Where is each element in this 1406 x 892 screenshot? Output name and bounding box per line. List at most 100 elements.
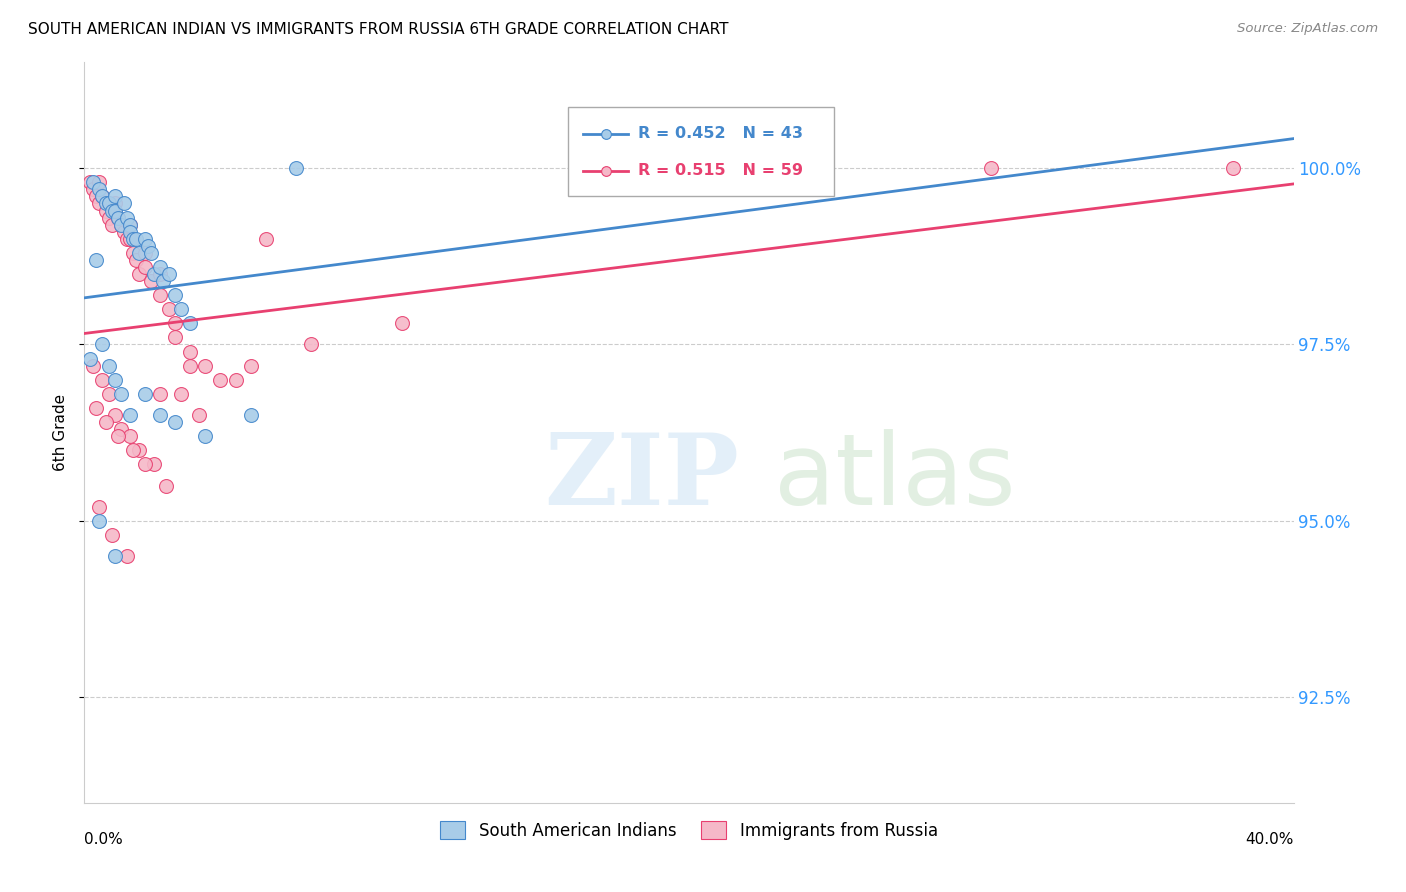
Point <box>134 245 156 260</box>
Text: R = 0.452   N = 43: R = 0.452 N = 43 <box>638 126 803 141</box>
Point <box>104 196 127 211</box>
Point <box>179 316 201 330</box>
Point <box>165 316 187 330</box>
Point <box>100 203 122 218</box>
Point <box>170 302 193 317</box>
Point <box>107 211 129 225</box>
Point <box>115 549 138 563</box>
Point <box>107 429 129 443</box>
Point <box>118 225 141 239</box>
Point <box>194 429 217 443</box>
Point <box>118 232 141 246</box>
Point <box>209 373 232 387</box>
Point <box>79 175 101 189</box>
Point <box>118 408 141 422</box>
Point <box>299 337 322 351</box>
Point <box>139 245 162 260</box>
Point <box>86 189 108 203</box>
Point <box>104 189 127 203</box>
Text: Source: ZipAtlas.com: Source: ZipAtlas.com <box>1237 22 1378 36</box>
Point <box>128 245 150 260</box>
Point <box>104 203 127 218</box>
Point <box>104 373 127 387</box>
Point <box>89 514 111 528</box>
Point <box>157 302 180 317</box>
Point <box>89 175 111 189</box>
Point <box>125 232 148 246</box>
Point <box>142 267 165 281</box>
Point <box>1222 161 1244 176</box>
Point <box>194 359 217 373</box>
Point <box>149 408 172 422</box>
Point <box>100 528 122 542</box>
Point <box>91 189 114 203</box>
Point <box>91 373 114 387</box>
Point <box>134 458 156 472</box>
Point <box>97 196 120 211</box>
Point <box>94 196 117 211</box>
Point <box>179 344 201 359</box>
Point <box>89 500 111 514</box>
Point <box>82 359 104 373</box>
Point <box>91 337 114 351</box>
Point <box>118 218 141 232</box>
Point <box>86 252 108 267</box>
Point <box>79 351 101 366</box>
Point <box>121 245 143 260</box>
Point <box>97 359 120 373</box>
Point <box>115 211 138 225</box>
Point <box>110 422 132 436</box>
Y-axis label: 6th Grade: 6th Grade <box>52 394 67 471</box>
Point <box>165 415 187 429</box>
Point <box>100 218 122 232</box>
Point <box>134 232 156 246</box>
Point <box>115 232 138 246</box>
Point <box>391 316 413 330</box>
Point <box>139 274 162 288</box>
Point <box>165 330 187 344</box>
Point <box>134 260 156 274</box>
Point <box>112 225 135 239</box>
Point <box>152 274 174 288</box>
Point <box>89 182 111 196</box>
Point <box>121 232 143 246</box>
Point <box>89 196 111 211</box>
Text: SOUTH AMERICAN INDIAN VS IMMIGRANTS FROM RUSSIA 6TH GRADE CORRELATION CHART: SOUTH AMERICAN INDIAN VS IMMIGRANTS FROM… <box>28 22 728 37</box>
Point <box>104 408 127 422</box>
Point <box>82 182 104 196</box>
Point <box>104 203 127 218</box>
Point <box>142 458 165 472</box>
Point <box>94 415 117 429</box>
Point <box>980 161 1002 176</box>
Point <box>97 387 120 401</box>
Point <box>104 549 127 563</box>
Point <box>136 239 159 253</box>
Point <box>155 478 177 492</box>
Point <box>128 267 150 281</box>
Point <box>82 175 104 189</box>
Point <box>110 218 132 232</box>
Point <box>125 252 148 267</box>
Point <box>91 189 114 203</box>
Point <box>134 387 156 401</box>
Text: atlas: atlas <box>773 428 1015 525</box>
Legend: South American Indians, Immigrants from Russia: South American Indians, Immigrants from … <box>433 814 945 847</box>
Point <box>149 267 172 281</box>
Point <box>112 196 135 211</box>
Point <box>121 443 143 458</box>
Point <box>157 267 180 281</box>
Point <box>110 218 132 232</box>
Point <box>188 408 211 422</box>
Point <box>239 408 262 422</box>
Point <box>738 161 761 176</box>
Point <box>179 359 201 373</box>
Text: 40.0%: 40.0% <box>1246 832 1294 847</box>
Point <box>165 288 187 302</box>
Bar <box>568 107 834 195</box>
Point <box>86 401 108 415</box>
Point <box>94 203 117 218</box>
Point <box>107 211 129 225</box>
Point <box>239 359 262 373</box>
Point <box>118 218 141 232</box>
Text: R = 0.515   N = 59: R = 0.515 N = 59 <box>638 163 803 178</box>
